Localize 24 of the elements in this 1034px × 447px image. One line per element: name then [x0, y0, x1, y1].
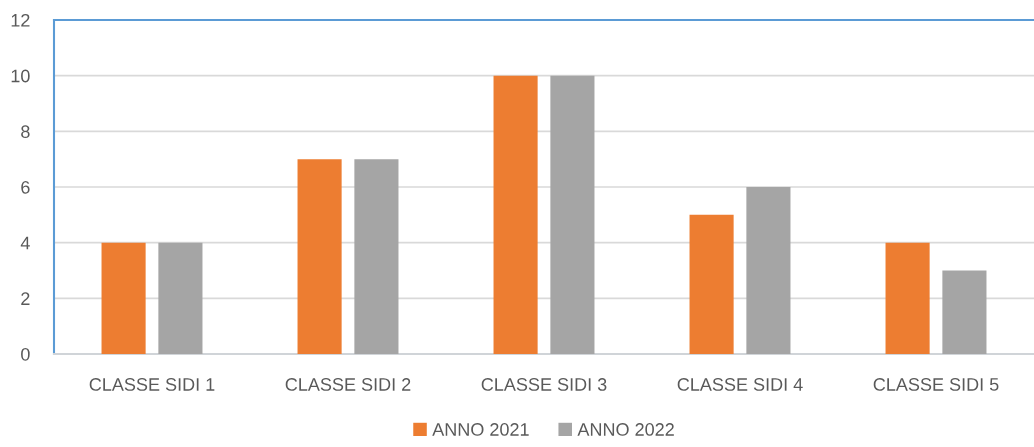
- x-tick-label: CLASSE SIDI 2: [285, 378, 411, 391]
- legend-label: ANNO 2021: [432, 423, 529, 436]
- x-tick-label: CLASSE SIDI 5: [873, 378, 999, 391]
- bar: [101, 242, 146, 354]
- x-tick-label: CLASSE SIDI 3: [481, 378, 607, 391]
- legend-label: ANNO 2022: [577, 423, 674, 436]
- x-tick-label: CLASSE SIDI 1: [89, 378, 215, 391]
- y-tick-label: 2: [21, 292, 30, 305]
- bar: [297, 159, 342, 354]
- bar: [158, 242, 203, 354]
- y-tick-label: 8: [21, 125, 30, 139]
- y-tick-label: 0: [21, 347, 30, 361]
- bar: [942, 270, 987, 354]
- y-tick-label: 4: [20, 236, 30, 250]
- y-tick-label: 12: [11, 13, 30, 27]
- bar: [550, 75, 595, 354]
- bar: [354, 159, 399, 354]
- bar: [746, 187, 791, 354]
- bar: [689, 214, 734, 354]
- y-tick-label: 10: [11, 69, 30, 83]
- bar: [885, 242, 930, 354]
- x-tick-label: CLASSE SIDI 4: [677, 378, 803, 391]
- y-tick-label: 6: [21, 180, 30, 194]
- bar: [493, 75, 538, 354]
